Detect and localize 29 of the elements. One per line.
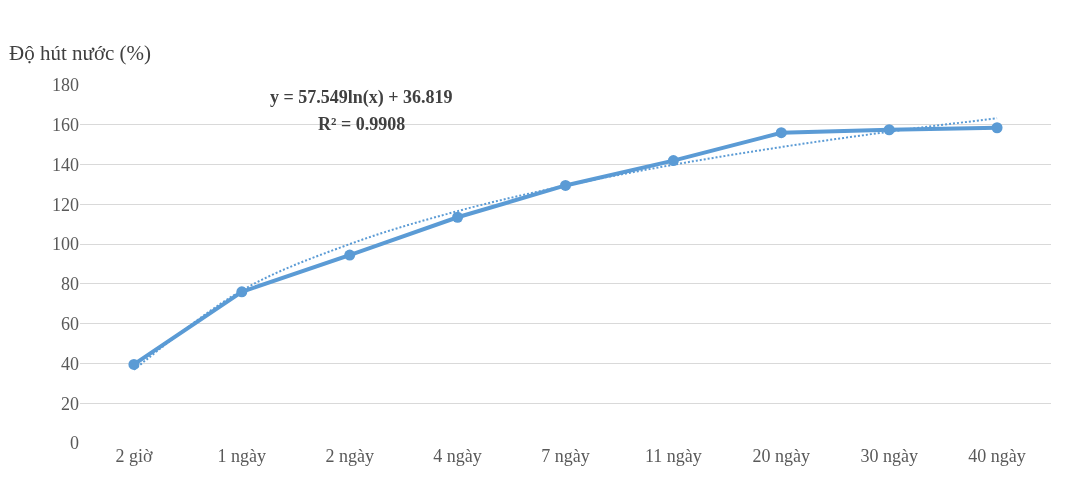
point — [452, 211, 464, 223]
y-tick-label: 100 — [52, 234, 79, 255]
y-tick-label: 160 — [52, 115, 79, 136]
y-tick-label: 80 — [61, 274, 79, 295]
point — [775, 127, 787, 139]
x-tick-label: 7 ngày — [541, 446, 590, 466]
y-axis-title: Độ hút nước (%) — [9, 41, 152, 65]
x-tick-label: 2 giờ — [115, 446, 153, 466]
x-tick-label: 30 ngày — [860, 446, 918, 466]
x-tick-label: 40 ngày — [968, 446, 1026, 466]
x-tick-label: 2 ngày — [325, 446, 374, 466]
point — [560, 179, 571, 191]
point — [667, 155, 679, 167]
x-tick-label: 20 ngày — [752, 446, 811, 466]
y-tick-label: 140 — [52, 154, 79, 175]
y-tick-label: 40 — [61, 353, 79, 374]
point — [344, 249, 356, 261]
x-tick-label: 4 ngày — [433, 446, 482, 466]
y-tick-label: 120 — [52, 194, 79, 215]
y-tick-label: 180 — [52, 75, 79, 96]
annotation: y = 57.549ln(x) + 36.819 — [270, 87, 453, 108]
x-tick-label: 1 ngày — [217, 446, 267, 466]
y-tick-label: 60 — [61, 313, 79, 334]
x-tick-label: 11 ngày — [644, 446, 702, 466]
y-tick-label: 20 — [61, 393, 79, 414]
annotation: R² = 0.9908 — [318, 114, 406, 134]
point — [128, 358, 140, 370]
y-tick-label: 0 — [70, 433, 79, 454]
point — [991, 122, 1003, 134]
